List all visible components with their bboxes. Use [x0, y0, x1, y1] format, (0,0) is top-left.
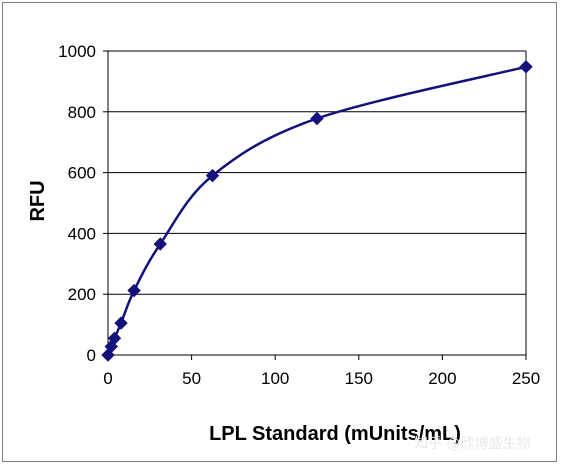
data-point-6 [205, 168, 220, 183]
x-axis-title: LPL Standard (mUnits/mL) [209, 423, 461, 445]
y-axis-title: RFU [27, 180, 49, 221]
data-point-2 [107, 331, 122, 345]
data-point-3 [114, 316, 128, 330]
data-points [101, 60, 533, 362]
data-point-7 [310, 111, 324, 126]
x-tick-labels: 0 50 100 150 200 250 [103, 369, 540, 388]
grid-lines [108, 50, 527, 355]
y-tick-label-0: 0 [87, 346, 96, 365]
x-tick-label-0: 0 [103, 369, 112, 388]
y-tick-label-400: 400 [68, 224, 96, 243]
y-tick-label-600: 600 [68, 164, 96, 183]
chart-frame [2, 2, 557, 462]
y-tick-labels: 0 200 400 600 800 1000 [58, 42, 96, 365]
data-point-4 [127, 283, 141, 298]
x-tick-label-50: 50 [182, 369, 201, 388]
x-tick-label-150: 150 [345, 369, 373, 388]
data-point-5 [153, 237, 167, 251]
x-tick-label-250: 250 [512, 369, 540, 388]
watermark: 知乎 @欣博盛生物 [414, 435, 530, 452]
y-tick-label-200: 200 [68, 285, 96, 304]
x-tick-label-200: 200 [428, 369, 456, 388]
y-tick-label-800: 800 [68, 103, 96, 122]
y-tick-label-1000: 1000 [58, 42, 96, 61]
axes [103, 50, 527, 360]
x-tick-label-100: 100 [261, 369, 289, 388]
data-point-8 [519, 60, 533, 74]
series-curve [106, 65, 527, 356]
